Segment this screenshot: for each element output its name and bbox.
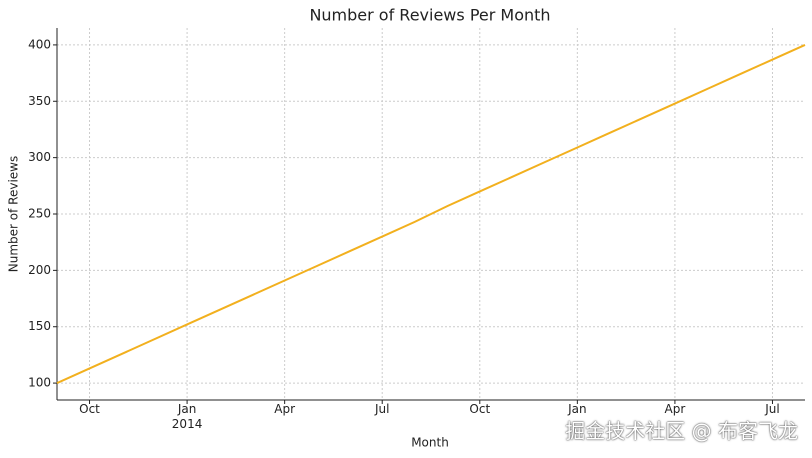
y-axis-label: Number of Reviews (7, 156, 21, 272)
x-tick-label: Jan (568, 402, 587, 416)
y-tick-label: 300 (28, 150, 51, 164)
watermark: 掘金技术社区 @ 布客飞龙 (565, 419, 798, 443)
x-axis-label: Month (411, 436, 449, 450)
y-tick-label: 100 (28, 376, 51, 390)
y-tick-label: 250 (28, 207, 51, 221)
y-tick-label: 400 (28, 37, 51, 51)
x-tick-label: Oct (469, 402, 491, 416)
x-tick-label: Apr (664, 402, 686, 416)
chart-title: Number of Reviews Per Month (309, 6, 550, 25)
x-tick-label: Jan 2014 (171, 402, 203, 431)
x-tick-label: Jul (374, 402, 390, 416)
y-tick-label: 150 (28, 319, 51, 333)
x-tick-label: Jul (765, 402, 780, 416)
y-tick-label: 200 (28, 263, 51, 277)
y-tick-label: 350 (28, 94, 51, 108)
x-tick-label: Apr (274, 402, 296, 416)
line (56, 43, 806, 385)
x-tick-label: Oct (79, 402, 100, 416)
